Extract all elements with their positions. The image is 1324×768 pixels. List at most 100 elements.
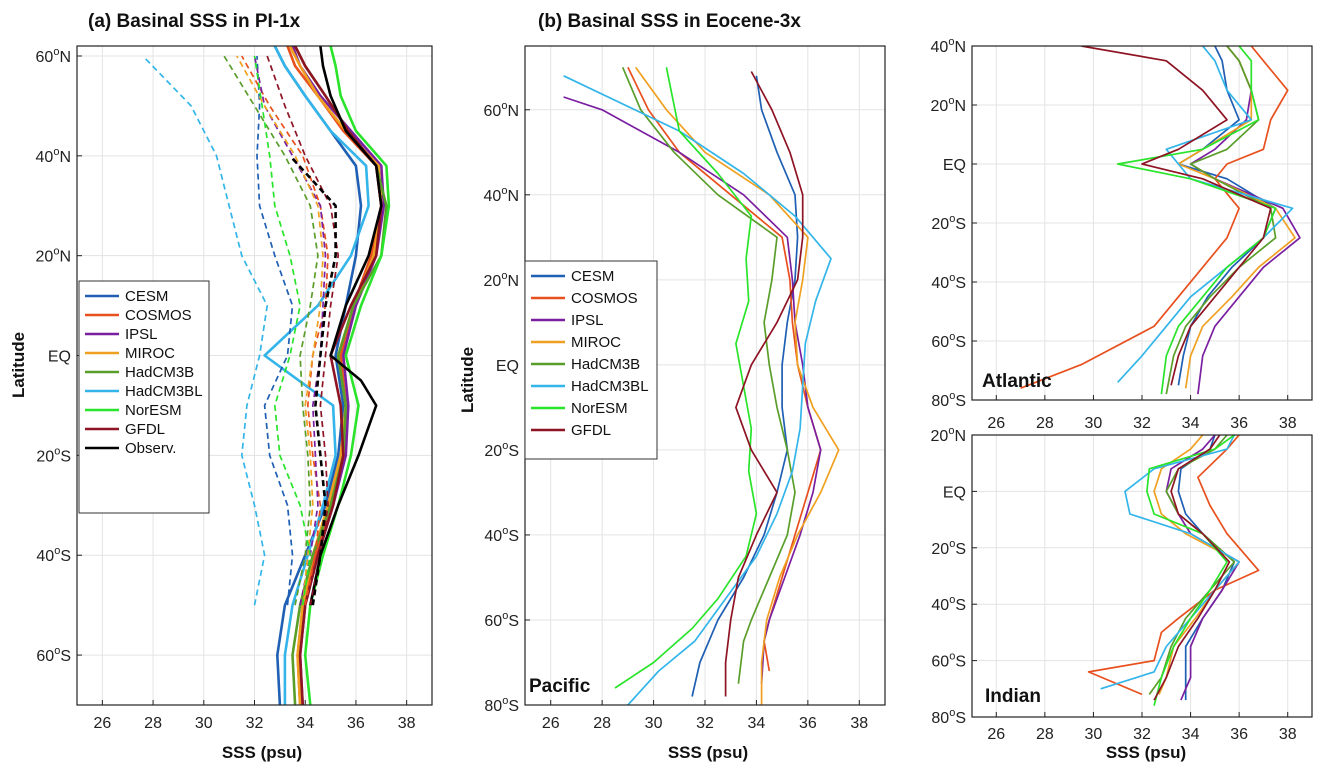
series-line-hadcm3bl-dashed <box>142 55 269 606</box>
y-tick-label: 20oN <box>36 246 71 266</box>
basin-label: Indian <box>985 686 1041 707</box>
x-tick-label: 34 <box>1182 415 1200 432</box>
series-line-miroc-dashed <box>236 55 324 606</box>
y-tick-label: 40oS <box>931 594 966 614</box>
legend-entry: MIROC <box>125 345 175 362</box>
series-line-cesm-dashed <box>256 55 294 606</box>
legend: CESM COSMOS IPSL MIROC HadCM3B HadCM3BL NorESM… <box>78 280 210 514</box>
x-tick-label: 32 <box>1133 726 1151 743</box>
x-tick-label: 36 <box>347 715 365 732</box>
panel-indian-xlabel: SSS (psu) <box>1106 743 1186 762</box>
legend-entry: COSMOS <box>571 290 638 307</box>
y-tick-label: EQ <box>48 349 71 366</box>
panel-a-title: (a) Basinal SSS in PI-1x <box>88 11 301 32</box>
panel-a: 26 28 30 32 34 36 38 60oN 40oN 20oN EQ 20oS 40oS 60oS… <box>36 45 433 732</box>
legend-entry: CESM <box>125 288 168 305</box>
x-tick-label: 38 <box>1279 415 1297 432</box>
legend-entry: HadCM3BL <box>125 383 203 400</box>
y-tick-label: 60oS <box>931 651 966 671</box>
y-tick-label: 80oS <box>484 695 519 715</box>
series-line-cesm <box>1177 46 1277 386</box>
y-tick-label: EQ <box>496 358 519 375</box>
series-line-observ <box>309 46 383 606</box>
x-tick-label: 26 <box>93 715 111 732</box>
series-group <box>563 66 840 705</box>
series-group <box>1020 46 1301 395</box>
y-tick-label: 80oS <box>931 390 966 410</box>
x-tick-label: 28 <box>144 715 162 732</box>
legend-entry: COSMOS <box>125 307 192 324</box>
legend-entry: IPSL <box>571 312 604 329</box>
x-tick-label: 30 <box>645 715 663 732</box>
y-tick-label: 20oS <box>36 445 71 465</box>
x-tick-label: 34 <box>748 715 766 732</box>
basin-label: Atlantic <box>982 371 1052 392</box>
series-line-hadcm3bl <box>563 75 832 705</box>
x-tick-label: 30 <box>1085 726 1103 743</box>
basin-label: Pacific <box>529 676 591 697</box>
y-tick-label: EQ <box>943 157 966 174</box>
panel-a-ylabel: Latitude <box>9 332 28 398</box>
series-line-noresm <box>1146 435 1235 706</box>
series-line-cesm <box>691 75 799 697</box>
y-tick-label: 20oS <box>931 213 966 233</box>
series-line-noresm-dashed <box>253 55 312 606</box>
x-tick-label: 26 <box>542 715 560 732</box>
legend-box <box>524 260 658 460</box>
y-tick-label: 80oS <box>931 707 966 727</box>
legend-entry: NorESM <box>125 402 182 419</box>
x-tick-label: 32 <box>246 715 264 732</box>
series-line-hadcm3bl <box>1117 46 1294 383</box>
y-tick-label: 40oS <box>36 545 71 565</box>
panel-b-ylabel: Latitude <box>458 347 477 413</box>
x-tick-label: 26 <box>987 726 1005 743</box>
series-group <box>142 46 391 705</box>
y-tick-label: 20oS <box>484 440 519 460</box>
legend-entry: HadCM3B <box>571 356 640 373</box>
panel-indian: 26 28 30 32 34 36 38 20oN EQ 20oS 40oS 60oS 80oS Indi… <box>931 425 1313 743</box>
series-line-gfdl <box>1081 46 1272 386</box>
series-line-cosmos-dashed <box>241 55 329 606</box>
y-tick-label: 60oS <box>484 610 519 630</box>
y-tick-label: 40oS <box>484 525 519 545</box>
x-tick-label: 36 <box>1230 726 1248 743</box>
legend-entry: HadCM3BL <box>571 378 649 395</box>
y-tick-label: 40oN <box>36 146 71 166</box>
series-line-hadcm3b-dashed <box>223 55 319 606</box>
series-line-gfdl-dashed <box>266 55 340 606</box>
y-tick-label: 60oS <box>931 331 966 351</box>
x-tick-label: 26 <box>987 415 1005 432</box>
y-tick-label: 20oN <box>931 95 966 115</box>
panel-atlantic: 26 28 30 32 34 36 38 40oN 20oN EQ 20oS 40oS 60oS 80oS… <box>931 36 1313 432</box>
series-line-cosmos <box>1020 46 1289 389</box>
series-line-miroc <box>634 66 840 705</box>
x-tick-label: 30 <box>1085 415 1103 432</box>
x-tick-label: 32 <box>696 715 714 732</box>
y-tick-label: 40oN <box>931 36 966 56</box>
x-tick-label: 38 <box>398 715 416 732</box>
legend-box <box>78 280 210 514</box>
series-line-miroc <box>1177 46 1296 389</box>
x-tick-label: 30 <box>195 715 213 732</box>
series-line-observ-dashed <box>289 154 337 606</box>
series-line-hadcm3b <box>621 66 796 684</box>
panel-a-xlabel: SSS (psu) <box>222 743 302 762</box>
y-tick-label: 40oS <box>931 272 966 292</box>
x-tick-label: 36 <box>799 715 817 732</box>
x-tick-label: 28 <box>1036 415 1054 432</box>
legend-entry: GFDL <box>571 422 611 439</box>
panel-b: 26 28 30 32 34 36 38 60oN 40oN 20oN EQ 20oS 40oS 60oS… <box>484 45 886 732</box>
legend-entry: HadCM3B <box>125 364 194 381</box>
series-line-noresm <box>614 67 758 689</box>
legend-entry: Observ. <box>125 440 176 457</box>
x-tick-label: 38 <box>1279 726 1297 743</box>
series-line-noresm <box>1116 46 1277 395</box>
series-line-gfdl <box>724 71 804 697</box>
legend-entry: IPSL <box>125 326 158 343</box>
legend: CESM COSMOS IPSL MIROC HadCM3B HadCM3BL NorESM… <box>524 260 658 460</box>
legend-entry: MIROC <box>571 334 621 351</box>
series-line-miroc <box>1153 435 1240 695</box>
panel-b-title: (b) Basinal SSS in Eocene-3x <box>538 11 801 32</box>
x-tick-label: 36 <box>1230 415 1248 432</box>
